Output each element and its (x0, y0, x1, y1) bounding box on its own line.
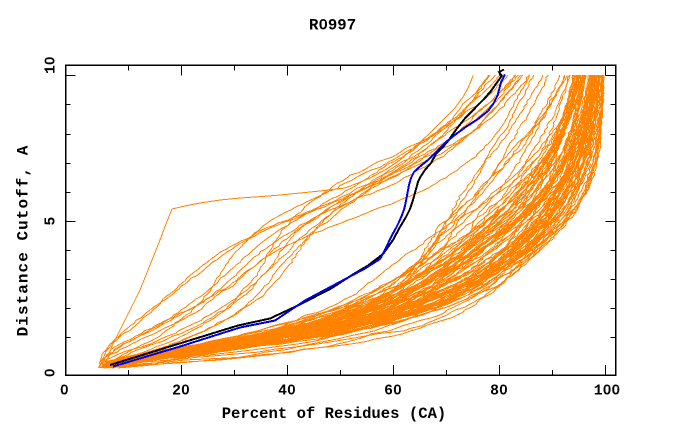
svg-text:Percent of Residues (CA): Percent of Residues (CA) (222, 405, 447, 423)
svg-text:20: 20 (172, 384, 190, 400)
svg-text:5: 5 (44, 217, 60, 226)
svg-text:10: 10 (44, 56, 60, 74)
svg-text:60: 60 (384, 384, 402, 400)
svg-text:Distance Cutoff, A: Distance Cutoff, A (15, 145, 33, 337)
svg-text:40: 40 (278, 384, 296, 400)
svg-text:80: 80 (490, 384, 508, 400)
svg-text:R0997: R0997 (309, 17, 356, 35)
